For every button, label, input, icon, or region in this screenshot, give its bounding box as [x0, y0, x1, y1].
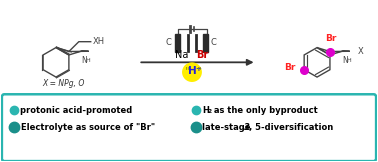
Text: Br: Br	[196, 50, 208, 60]
Text: Electrolyte as source of "Br": Electrolyte as source of "Br"	[22, 123, 156, 132]
Text: C: C	[211, 38, 217, 47]
Text: H: H	[346, 58, 351, 63]
FancyBboxPatch shape	[2, 94, 376, 161]
Text: C: C	[165, 38, 171, 47]
Text: X = NPg, O: X = NPg, O	[43, 79, 85, 88]
Circle shape	[182, 62, 202, 82]
Text: N: N	[342, 56, 348, 65]
Text: 2: 2	[208, 109, 212, 114]
Text: late-stage: late-stage	[202, 123, 254, 132]
Text: Na: Na	[175, 50, 188, 60]
Text: +: +	[195, 66, 201, 72]
Text: as the only byproduct: as the only byproduct	[211, 106, 318, 115]
Text: protonic acid-promoted: protonic acid-promoted	[20, 106, 133, 115]
Text: , 5-diversification: , 5-diversification	[249, 123, 333, 132]
Bar	[175, 34, 180, 52]
Bar	[203, 34, 208, 52]
Text: 3: 3	[244, 123, 250, 132]
Text: X: X	[358, 47, 364, 56]
Text: Br: Br	[325, 34, 337, 43]
Text: ": "	[185, 66, 190, 76]
Text: H: H	[187, 66, 196, 76]
Text: N: N	[81, 56, 87, 65]
Text: ": "	[197, 66, 202, 76]
Text: H: H	[85, 58, 90, 63]
Text: H: H	[202, 106, 209, 115]
Text: Br: Br	[285, 63, 296, 72]
Text: XH: XH	[93, 37, 105, 46]
